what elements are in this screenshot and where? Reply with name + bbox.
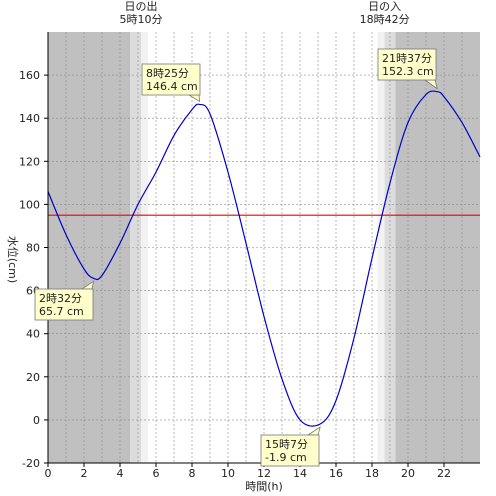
x-tick-label: 14 [293, 467, 307, 480]
callout-box [34, 288, 94, 321]
callout-value: 152.3 cm [382, 65, 434, 78]
dawn-band [130, 32, 142, 463]
x-tick-label: 8 [189, 467, 196, 480]
callout-value: -1.9 cm [265, 451, 307, 464]
callout-box [377, 48, 437, 81]
callout-value: 65.7 cm [39, 305, 84, 318]
y-tick-label: 160 [19, 69, 40, 82]
y-tick-label: 120 [19, 155, 40, 168]
y-tick-label: 40 [26, 328, 40, 341]
sunset-label: 日の入 [368, 0, 401, 13]
annotation-callout: 15時7分-1.9 cm [260, 426, 321, 467]
x-tick-label: 22 [437, 467, 451, 480]
x-tick-label: 10 [221, 467, 235, 480]
x-tick-label: 6 [153, 467, 160, 480]
callout-box [141, 63, 201, 96]
grid-lines [48, 32, 480, 463]
y-tick-label: 100 [19, 198, 40, 211]
y-axis-label: 水位(cm) [6, 236, 20, 283]
x-tick-label: 18 [365, 467, 379, 480]
sun-labels: 日の出 5時10分 日の入 18時42分 [120, 0, 410, 26]
callout-time: 2時32分 [39, 292, 82, 305]
sunset-time-label: 18時42分 [360, 13, 410, 26]
tide-curve [47, 90, 481, 427]
callout-value: 146.4 cm [146, 80, 198, 93]
x-tick-label: 0 [45, 467, 52, 480]
y-tick-label: 140 [19, 112, 40, 125]
x-tick-label: 2 [81, 467, 88, 480]
tide-series-line [47, 90, 481, 427]
y-tick-label: 80 [26, 242, 40, 255]
x-axis-label: 時間(h) [245, 480, 283, 493]
y-tick-label: 0 [33, 414, 40, 427]
x-tick-label: 16 [329, 467, 343, 480]
callout-box [260, 434, 320, 467]
x-tick-label: 20 [401, 467, 415, 480]
sunrise-time-label: 5時10分 [120, 13, 163, 26]
y-tick-label: -20 [22, 457, 40, 470]
callout-time: 21時37分 [382, 52, 432, 65]
callout-time: 15時7分 [265, 438, 308, 451]
y-tick-label: 20 [26, 371, 40, 384]
callout-time: 8時25分 [146, 67, 189, 80]
x-tick-label: 4 [117, 467, 124, 480]
x-tick-label: 12 [257, 467, 271, 480]
sunrise-label: 日の出 [125, 0, 158, 13]
